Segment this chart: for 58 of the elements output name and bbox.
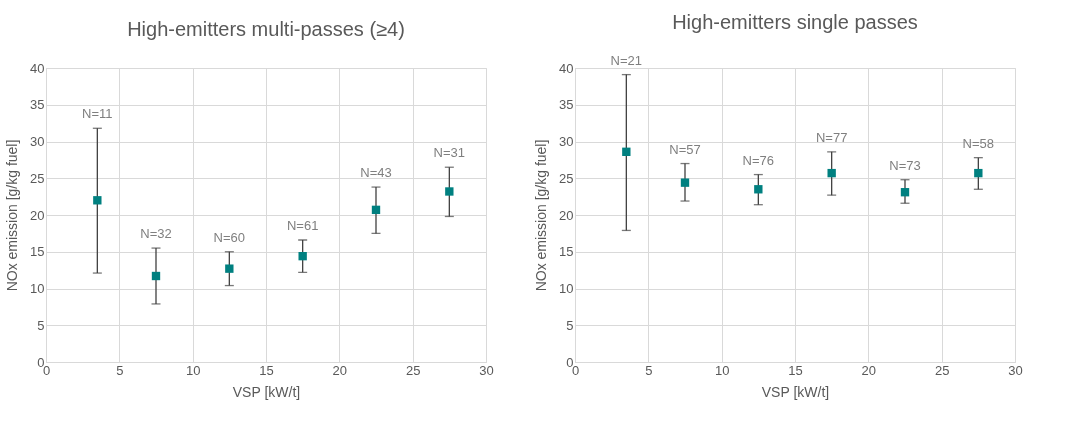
x-tick-label: 20 [332,362,348,378]
point [371,205,381,215]
annotation: N=57 [669,141,701,157]
y-tick-label: 10 [30,281,45,296]
y-tick-label: 40 [559,60,574,76]
x-tick-label: 30 [1008,362,1023,378]
y-tick-label: 10 [559,281,574,296]
x-tick-label: 10 [185,362,201,378]
x-axis-title: VSP [kW/t] [232,383,301,400]
annotation: N=32 [140,226,172,242]
chart-title: High-emitters multi-passes (≥4) [127,18,405,40]
y-tick-label: 20 [30,207,45,223]
point [225,264,234,273]
point [445,187,454,196]
point [827,168,836,178]
x-tick-label: 25 [934,362,950,378]
annotation: N=76 [742,152,775,168]
y-tick-label: 5 [37,317,45,333]
annotation: N=11 [82,106,113,122]
y-tick-label: 40 [30,60,45,76]
x-axis-title: VSP [kW/t] [761,383,830,400]
y-tick-label: 20 [559,207,574,223]
chart-title: High-emitters single passes [672,10,918,33]
point [93,196,102,205]
annotation: N=61 [286,217,319,233]
annotation: N=77 [815,129,848,145]
x-tick-label: 30 [479,362,494,378]
point [298,251,307,261]
x-tick-label: 5 [116,362,124,378]
y-tick-label: 35 [559,97,574,113]
y-tick-label: 15 [30,244,45,260]
point [900,188,910,197]
annotation: N=58 [962,135,995,151]
y-axis-title: NOx emission [g/kg fuel] [533,139,550,292]
annotation: N=21 [610,52,643,68]
point [622,147,631,156]
x-tick-label: 10 [714,362,730,378]
y-tick-label: 25 [559,170,574,186]
x-tick-label: 25 [405,362,421,378]
x-tick-label: 15 [788,362,803,378]
point [680,178,690,187]
x-tick-label: 20 [861,362,877,378]
y-tick-label: 25 [30,170,45,186]
annotation: N=43 [360,165,392,181]
y-axis-title: NOx emission [g/kg fuel] [4,139,21,292]
annotation: N=73 [889,157,921,173]
y-tick-label: 35 [30,97,45,113]
point [974,168,983,178]
x-tick-label: 15 [259,362,274,378]
y-tick-label: 30 [559,134,574,149]
annotation: N=60 [213,229,246,245]
point [151,271,161,281]
y-tick-label: 5 [566,317,574,333]
annotation: N=31 [433,145,466,161]
y-tick-label: 30 [30,134,45,149]
y-tick-label: 15 [559,244,574,260]
point [754,185,763,194]
x-tick-label: 5 [645,362,653,378]
